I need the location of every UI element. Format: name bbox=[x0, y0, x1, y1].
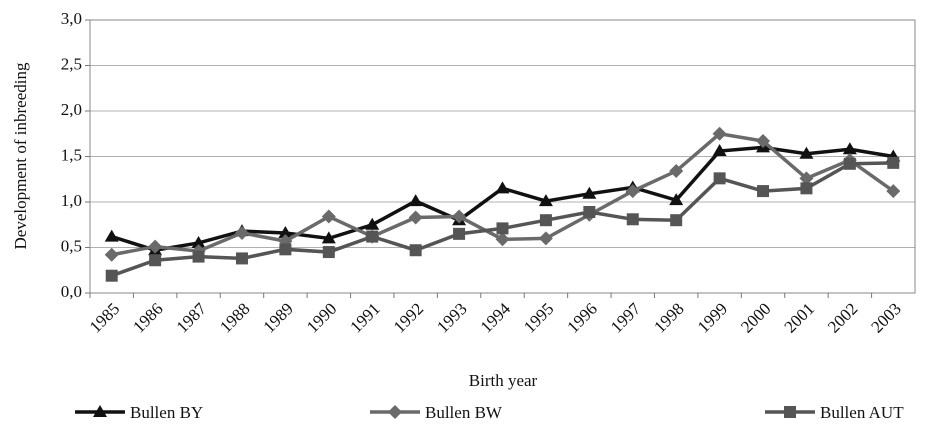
point bbox=[669, 193, 684, 206]
point bbox=[366, 230, 379, 243]
point bbox=[625, 184, 640, 199]
y-tick-label: 0,5 bbox=[61, 236, 82, 255]
x-tick-label: 1996 bbox=[563, 299, 600, 336]
x-tick-label: 1989 bbox=[260, 299, 297, 336]
y-tick-label: 2,0 bbox=[61, 100, 82, 119]
point bbox=[757, 185, 770, 198]
y-tick-label: 2,5 bbox=[61, 54, 82, 73]
point bbox=[235, 252, 248, 265]
point bbox=[148, 239, 163, 254]
x-tick-label: 1991 bbox=[346, 299, 383, 336]
point bbox=[713, 172, 726, 185]
point bbox=[799, 171, 814, 186]
x-tick-label: 2000 bbox=[737, 299, 774, 336]
x-tick-label: 1997 bbox=[607, 299, 645, 337]
point bbox=[279, 243, 292, 256]
point bbox=[191, 235, 206, 248]
x-tick-label: 1986 bbox=[129, 299, 166, 336]
point bbox=[278, 225, 293, 238]
x-tick-label: 1988 bbox=[216, 299, 253, 336]
x-tick-label: 1987 bbox=[173, 299, 211, 337]
x-tick-label: 1995 bbox=[520, 299, 557, 336]
x-tick-label: 2001 bbox=[781, 299, 818, 336]
plot-frame bbox=[89, 19, 916, 294]
point bbox=[626, 213, 639, 226]
y-axis-label: Development of inbreeding bbox=[11, 62, 30, 249]
point bbox=[104, 247, 119, 262]
legend-label: Bullen AUT bbox=[820, 403, 904, 422]
point bbox=[149, 254, 162, 267]
x-tick-label: 2003 bbox=[867, 299, 904, 336]
legend-label: Bullen BW bbox=[425, 403, 503, 422]
legend-marker bbox=[784, 406, 796, 418]
x-tick-label: 1998 bbox=[650, 299, 687, 336]
y-tick-label: 1,5 bbox=[61, 145, 82, 164]
point bbox=[192, 250, 205, 263]
point bbox=[365, 217, 380, 230]
point bbox=[452, 209, 467, 224]
point bbox=[670, 214, 683, 227]
point bbox=[495, 232, 510, 247]
point bbox=[104, 229, 119, 242]
point bbox=[322, 246, 335, 259]
y-tick-label: 1,0 bbox=[61, 191, 82, 210]
point bbox=[453, 227, 466, 240]
point bbox=[538, 194, 553, 207]
x-tick-label: 1993 bbox=[433, 299, 470, 336]
x-tick-label: 2002 bbox=[824, 299, 861, 336]
point bbox=[756, 134, 771, 149]
x-tick-label: 1990 bbox=[303, 299, 340, 336]
x-tick-label: 1994 bbox=[477, 299, 515, 337]
y-tick-label: 3,0 bbox=[61, 9, 82, 28]
x-tick-label: 1985 bbox=[86, 299, 123, 336]
point bbox=[583, 206, 596, 219]
series-line bbox=[111, 161, 894, 278]
point bbox=[712, 126, 727, 141]
legend-marker bbox=[388, 405, 402, 419]
point bbox=[800, 182, 813, 195]
point bbox=[799, 146, 814, 159]
point bbox=[539, 214, 552, 227]
point bbox=[582, 186, 597, 199]
point bbox=[105, 269, 118, 282]
point bbox=[538, 231, 553, 246]
legend-marker bbox=[93, 405, 107, 417]
x-axis-label: Birth year bbox=[469, 371, 538, 390]
y-tick-label: 0,0 bbox=[61, 282, 82, 301]
point bbox=[843, 157, 856, 170]
x-tick-label: 1999 bbox=[694, 299, 731, 336]
point bbox=[408, 194, 423, 207]
point bbox=[321, 209, 336, 224]
point bbox=[321, 231, 336, 244]
point bbox=[408, 210, 423, 225]
x-tick-label: 1992 bbox=[390, 299, 427, 336]
point bbox=[886, 184, 901, 199]
point bbox=[669, 164, 684, 179]
point bbox=[887, 156, 900, 169]
point bbox=[842, 142, 857, 155]
point bbox=[496, 222, 509, 235]
point bbox=[712, 144, 727, 157]
point bbox=[495, 181, 510, 194]
legend-label: Bullen BY bbox=[130, 403, 203, 422]
point bbox=[234, 225, 249, 240]
point bbox=[409, 244, 422, 257]
